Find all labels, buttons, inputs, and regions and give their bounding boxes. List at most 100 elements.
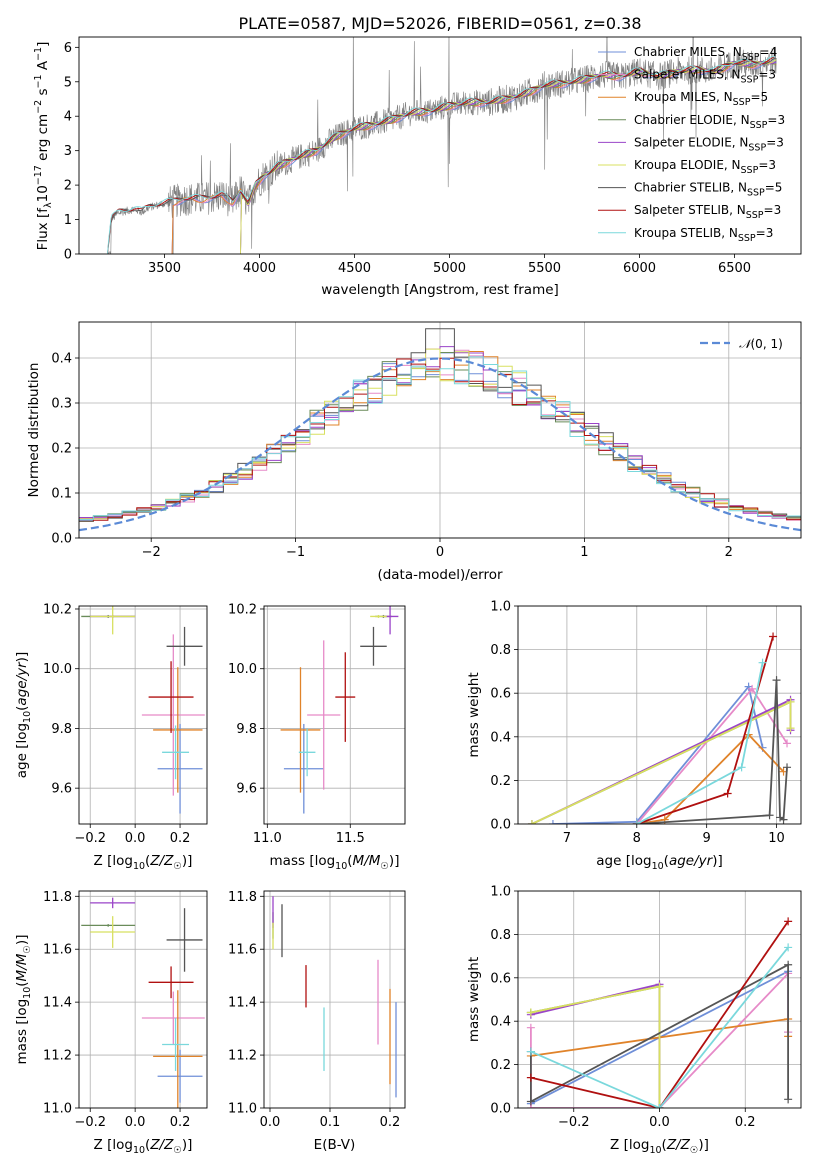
x-tick-label: 0.0 — [125, 831, 146, 846]
x-tick-label: 6000 — [623, 261, 656, 276]
axes-frame — [517, 890, 802, 1109]
weight-marker — [786, 697, 795, 706]
weight-marker — [723, 789, 732, 798]
y-tick-label: 0.3 — [51, 397, 72, 412]
weight-marker — [548, 820, 557, 824]
x-axis-label: Z [log10(Z/Z☉)] — [94, 1137, 193, 1156]
weight-marker — [526, 1097, 535, 1106]
axes-frame — [78, 321, 802, 539]
x-tick-label: 7 — [563, 831, 571, 846]
y-tick-label: 0.4 — [490, 730, 511, 745]
y-tick-label: 11.2 — [228, 1049, 257, 1064]
x-axis-label: age [log10(age/yr)] — [596, 853, 722, 872]
spectrum-model-line — [107, 56, 776, 254]
error-bars — [81, 606, 205, 814]
chart-spectrum: 3500 4000 4500 5000 5500 6000 6500 0 1 2 3 4 5 6 wavel… — [33, 36, 802, 298]
x-axis-label: (data-model)/error — [377, 567, 503, 583]
chart-age-vs-Z: −0.2 0.0 0.2 9.6 9.8 10.0 10.2 Z [log10(Z/Z☉)] a… — [14, 602, 208, 872]
x-tick-label: 0.0 — [125, 1115, 146, 1130]
legend: 𝒩(0, 1) — [700, 337, 783, 351]
y-tick-label: 0.4 — [51, 352, 72, 367]
x-tick-label: −0.2 — [74, 831, 106, 846]
axes: 3500 4000 4500 5000 5500 6000 6500 0 1 2 3 4 5 6 wavel… — [33, 41, 751, 298]
x-tick-label: −1 — [286, 545, 305, 560]
x-tick-label: 9 — [703, 831, 711, 846]
y-tick-label: 1.0 — [490, 885, 511, 900]
y-tick-label: 11.2 — [43, 1049, 72, 1064]
weight-marker — [784, 943, 793, 952]
legend-label: Salpeter ELODIE, NSSP=3 — [634, 135, 784, 153]
x-tick-label: 8 — [633, 831, 641, 846]
weight-marker — [769, 632, 778, 641]
x-tick-label: 1 — [580, 545, 588, 560]
plot-area — [79, 606, 207, 824]
y-tick-label: 11.4 — [43, 996, 72, 1011]
weight-series — [632, 658, 767, 824]
y-tick-label: 0.2 — [490, 1058, 511, 1073]
y-tick-label: 1.0 — [490, 600, 511, 615]
legend-label: Salpeter MILES, NSSP=3 — [634, 68, 776, 86]
histogram-step — [79, 356, 801, 520]
x-tick-label: 11.5 — [336, 831, 365, 846]
spectrum-data-line — [107, 37, 777, 254]
y-tick-label: 1 — [64, 213, 72, 228]
figure-title: PLATE=0587, MJD=52026, FIBERID=0561, z=0… — [238, 14, 641, 33]
y-tick-label: 0.6 — [490, 687, 511, 702]
weight-marker — [772, 676, 781, 685]
weight-series — [526, 943, 793, 1108]
x-tick-label: −0.2 — [558, 1115, 590, 1130]
weight-line — [530, 920, 789, 1108]
y-tick-label: 0.8 — [490, 643, 511, 658]
axes: −0.2 0.0 0.2 0.0 0.2 0.4 0.6 0.8 1.0 Z [log10(Z/Z… — [466, 885, 756, 1157]
weight-marker — [783, 763, 792, 772]
y-tick-label: 11.6 — [228, 943, 257, 958]
y-tick-label: 10.0 — [43, 662, 72, 677]
y-axis-label: Flux [fλ10−17 erg cm−2 s−1 A−1] — [33, 42, 54, 251]
y-tick-label: 0.6 — [490, 971, 511, 986]
x-axis-label: E(B-V) — [314, 1137, 356, 1153]
y-tick-label: 0.0 — [490, 1102, 511, 1117]
legend-label: Chabrier MILES, NSSP=4 — [634, 45, 777, 63]
x-tick-label: 0.2 — [735, 1115, 756, 1130]
weight-marker — [779, 815, 788, 824]
x-tick-label: 4500 — [338, 261, 371, 276]
x-tick-label: 6500 — [718, 261, 751, 276]
y-tick-label: 11.8 — [43, 890, 72, 905]
y-tick-label: 0.8 — [490, 928, 511, 943]
plot-area — [518, 891, 801, 1108]
x-tick-label: 11.0 — [253, 831, 282, 846]
x-tick-label: 2 — [725, 545, 733, 560]
y-tick-label: 11.6 — [43, 943, 72, 958]
x-axis-label: wavelength [Angstrom, rest frame] — [321, 282, 559, 298]
y-axis-label: age [log10(age/yr)] — [14, 652, 33, 778]
x-tick-label: 0 — [436, 545, 444, 560]
x-tick-label: 0.2 — [380, 1115, 401, 1130]
axes-frame — [517, 605, 802, 825]
plot-area — [518, 606, 801, 824]
weight-marker — [526, 1023, 535, 1032]
y-tick-label: 9.8 — [51, 722, 72, 737]
y-tick-label: 0.2 — [51, 442, 72, 457]
chart-mass-vs-EBV: 0.0 0.1 0.2 11.0 11.2 11.4 11.6 11.8 E(B-V) — [228, 890, 406, 1153]
y-tick-label: 0 — [64, 248, 72, 263]
weight-marker — [784, 1095, 793, 1104]
axes: 11.0 11.5 9.6 9.8 10.0 10.2 mass [log10(M/M☉)] — [228, 602, 399, 872]
weight-marker — [786, 724, 795, 733]
x-tick-label: 5500 — [528, 261, 561, 276]
y-tick-label: 11.0 — [228, 1102, 257, 1117]
legend-label: Chabrier ELODIE, NSSP=3 — [634, 113, 785, 131]
plot-area — [107, 37, 777, 254]
plot-area — [79, 322, 801, 538]
y-axis-label: Normed distribution — [26, 363, 42, 498]
error-bars — [272, 896, 397, 1098]
error-bars — [81, 897, 205, 1108]
error-bars — [280, 606, 399, 814]
weight-marker — [783, 739, 792, 748]
y-tick-label: 11.0 — [43, 1102, 72, 1117]
weight-series — [527, 697, 795, 824]
y-tick-label: 0.0 — [490, 818, 511, 833]
axes: 7 8 9 10 0.0 0.2 0.4 0.6 0.8 1.0 age [log10(age/yr… — [466, 600, 785, 873]
spectrum-model-line — [240, 59, 777, 254]
y-tick-label: 2 — [64, 179, 72, 194]
weight-marker — [632, 820, 641, 824]
